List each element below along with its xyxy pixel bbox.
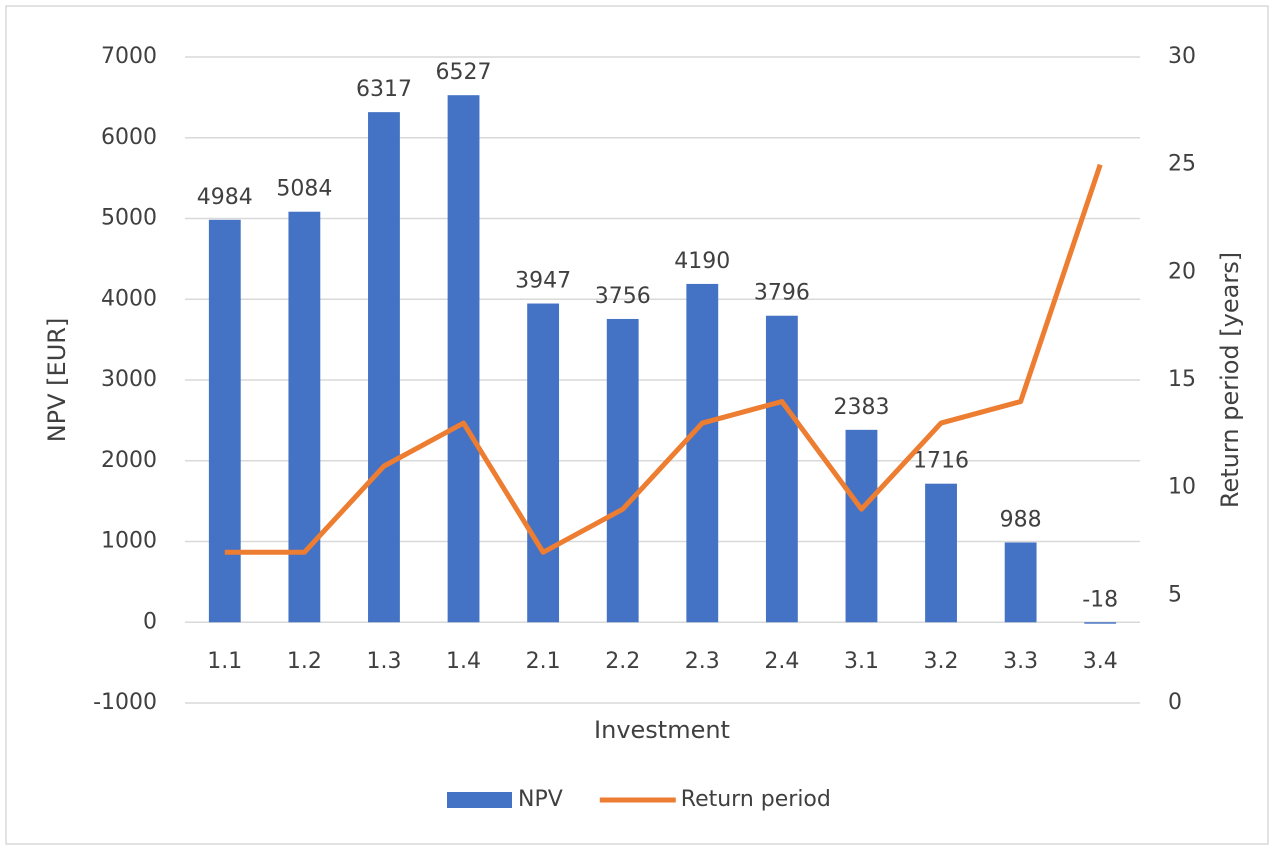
- bar: [606, 318, 639, 623]
- bar: [1004, 542, 1037, 623]
- x-tick-label: 2.2: [605, 649, 640, 674]
- x-tick-label: 1.3: [366, 649, 401, 674]
- y-tick-label: 5000: [101, 206, 157, 231]
- bar: [1084, 622, 1117, 624]
- legend-label: NPV: [518, 787, 563, 812]
- x-tick-label: 3.4: [1083, 649, 1118, 674]
- data-label: 3947: [515, 269, 571, 294]
- data-label: 988: [1000, 507, 1042, 532]
- y-tick-label: 4000: [101, 286, 157, 311]
- bar: [368, 112, 400, 623]
- bar: [288, 211, 321, 623]
- x-tick-label: 1.4: [446, 649, 481, 674]
- data-label: 1716: [913, 449, 969, 474]
- data-label: -18: [1082, 587, 1118, 612]
- x-tick-label: 3.2: [924, 649, 959, 674]
- bar: [208, 219, 241, 623]
- y2-axis-title: Return period [years]: [1216, 252, 1244, 508]
- y-tick-label: 0: [143, 609, 157, 634]
- bar: [925, 483, 957, 623]
- bar: [765, 315, 798, 623]
- data-label: 4190: [674, 249, 730, 274]
- y2-tick-label: 0: [1168, 690, 1182, 715]
- y-tick-label: 2000: [101, 448, 157, 473]
- bar: [686, 283, 719, 623]
- x-tick-label: 2.4: [764, 649, 799, 674]
- x-tick-label: 2.1: [526, 649, 561, 674]
- y-tick-label: 3000: [101, 367, 157, 392]
- y-tick-label: -1000: [93, 690, 157, 715]
- x-tick-label: 1.1: [207, 649, 242, 674]
- data-label: 2383: [833, 395, 889, 420]
- data-label: 3796: [754, 281, 810, 306]
- x-tick-label: 2.3: [685, 649, 720, 674]
- y2-tick-label: 10: [1168, 475, 1196, 500]
- bar: [447, 95, 480, 623]
- legend-label: Return period: [681, 787, 831, 812]
- y-tick-label: 7000: [101, 44, 157, 69]
- y2-tick-label: 20: [1168, 259, 1196, 284]
- data-label: 3756: [595, 284, 651, 309]
- data-label: 6527: [436, 60, 492, 85]
- x-tick-label: 3.1: [844, 649, 879, 674]
- x-tick-label: 1.2: [287, 649, 322, 674]
- y2-tick-label: 5: [1168, 582, 1182, 607]
- data-label: 4984: [197, 185, 253, 210]
- y2-tick-label: 25: [1168, 152, 1196, 177]
- y-tick-label: 6000: [101, 125, 157, 150]
- y-axis-title: NPV [EUR]: [43, 318, 71, 443]
- x-tick-label: 3.3: [1003, 649, 1038, 674]
- bar: [527, 303, 560, 623]
- y-tick-label: 1000: [101, 529, 157, 554]
- line: [224, 163, 1103, 555]
- data-label: 5084: [276, 177, 332, 202]
- legend-swatch: [447, 792, 512, 808]
- y2-tick-label: 30: [1168, 44, 1196, 69]
- bar: [845, 429, 878, 623]
- data-label: 6317: [356, 77, 412, 102]
- x-axis-title: Investment: [594, 716, 730, 744]
- y2-tick-label: 15: [1168, 367, 1196, 392]
